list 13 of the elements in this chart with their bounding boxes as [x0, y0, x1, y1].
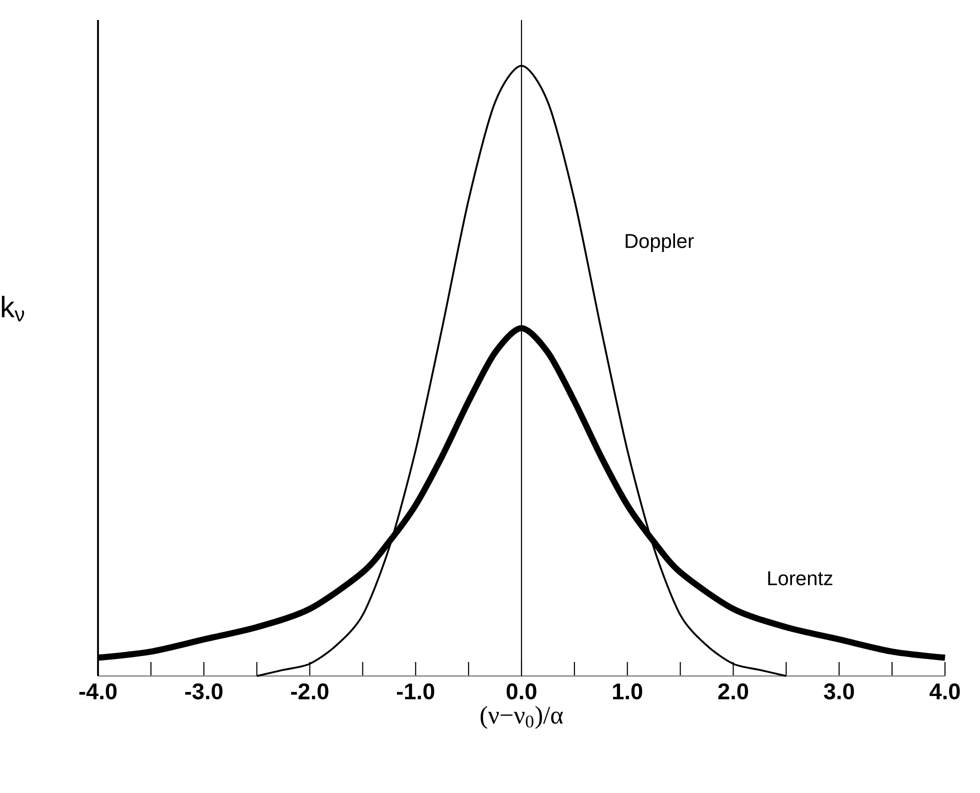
- x-tick-label: 3.0: [824, 683, 854, 700]
- x-tick-label: 4.0: [930, 683, 960, 700]
- x-tick-label: -3.0: [185, 683, 222, 700]
- x-tick-label: -4.0: [79, 683, 117, 700]
- x-tick-label: -1.0: [396, 683, 434, 700]
- x-tick-label: 0.0: [506, 683, 536, 700]
- x-tick-label: -2.0: [291, 683, 328, 700]
- x-axis-title: (ν−ν$_{0}$)/α: [480, 706, 563, 729]
- x-tick-label: 1.0: [613, 683, 642, 700]
- series-label: Lorentz: [768, 571, 832, 586]
- x-tick-label: 2.0: [718, 683, 748, 700]
- y-axis-title: k$_{ν}$: [2, 296, 24, 322]
- series-label: Doppler: [626, 233, 694, 252]
